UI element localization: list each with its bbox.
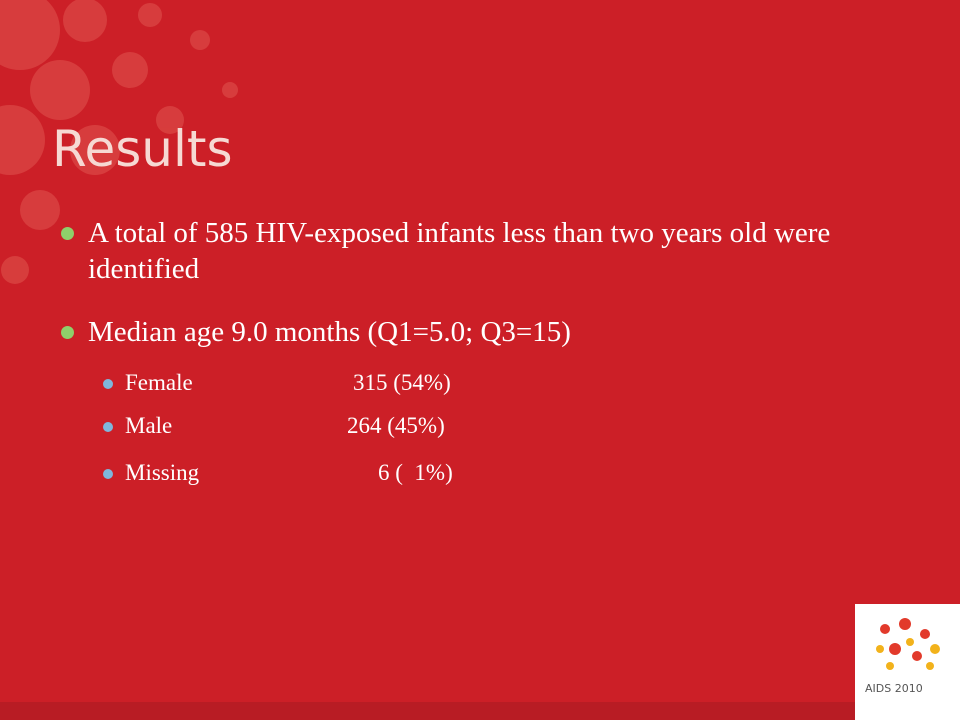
value: 6 ( 1%) xyxy=(378,460,453,485)
footer-strip xyxy=(0,702,855,720)
label: Male xyxy=(125,413,173,438)
label: Missing xyxy=(125,460,200,485)
logo-graphic xyxy=(876,618,940,670)
sub-bullet: Male 264 (45%) xyxy=(102,413,445,439)
logo-text: AIDS 2010 xyxy=(865,682,923,695)
bullet: A total of 585 HIV-exposed infants less … xyxy=(61,215,888,287)
value: 315 (54%) xyxy=(353,370,451,395)
title: Results xyxy=(52,120,233,178)
decoration xyxy=(0,0,238,284)
logo: AIDS 2010 xyxy=(855,604,960,720)
sub-bullet: Missing 6 ( 1%) xyxy=(102,460,453,486)
sub-bullet: Female 315 (54%) xyxy=(103,370,451,396)
label: Female xyxy=(125,370,193,395)
value: 264 (45%) xyxy=(347,413,445,438)
bullet: Median age 9.0 months (Q1=5.0; Q3=15) xyxy=(61,314,888,350)
